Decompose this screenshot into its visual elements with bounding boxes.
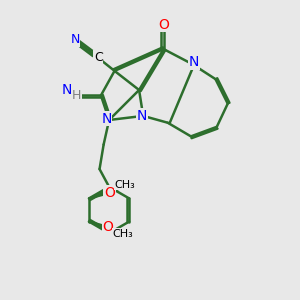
Text: CH₃: CH₃	[113, 229, 134, 239]
Text: CH₃: CH₃	[114, 180, 135, 190]
Text: N: N	[188, 55, 199, 69]
Text: N: N	[101, 112, 112, 126]
Text: C: C	[94, 51, 103, 64]
Text: O: O	[104, 186, 115, 200]
Text: O: O	[158, 17, 169, 32]
Text: N: N	[70, 33, 80, 46]
Text: H: H	[72, 89, 81, 102]
Text: N: N	[136, 109, 147, 123]
Text: N: N	[61, 83, 72, 97]
Text: O: O	[103, 220, 113, 234]
